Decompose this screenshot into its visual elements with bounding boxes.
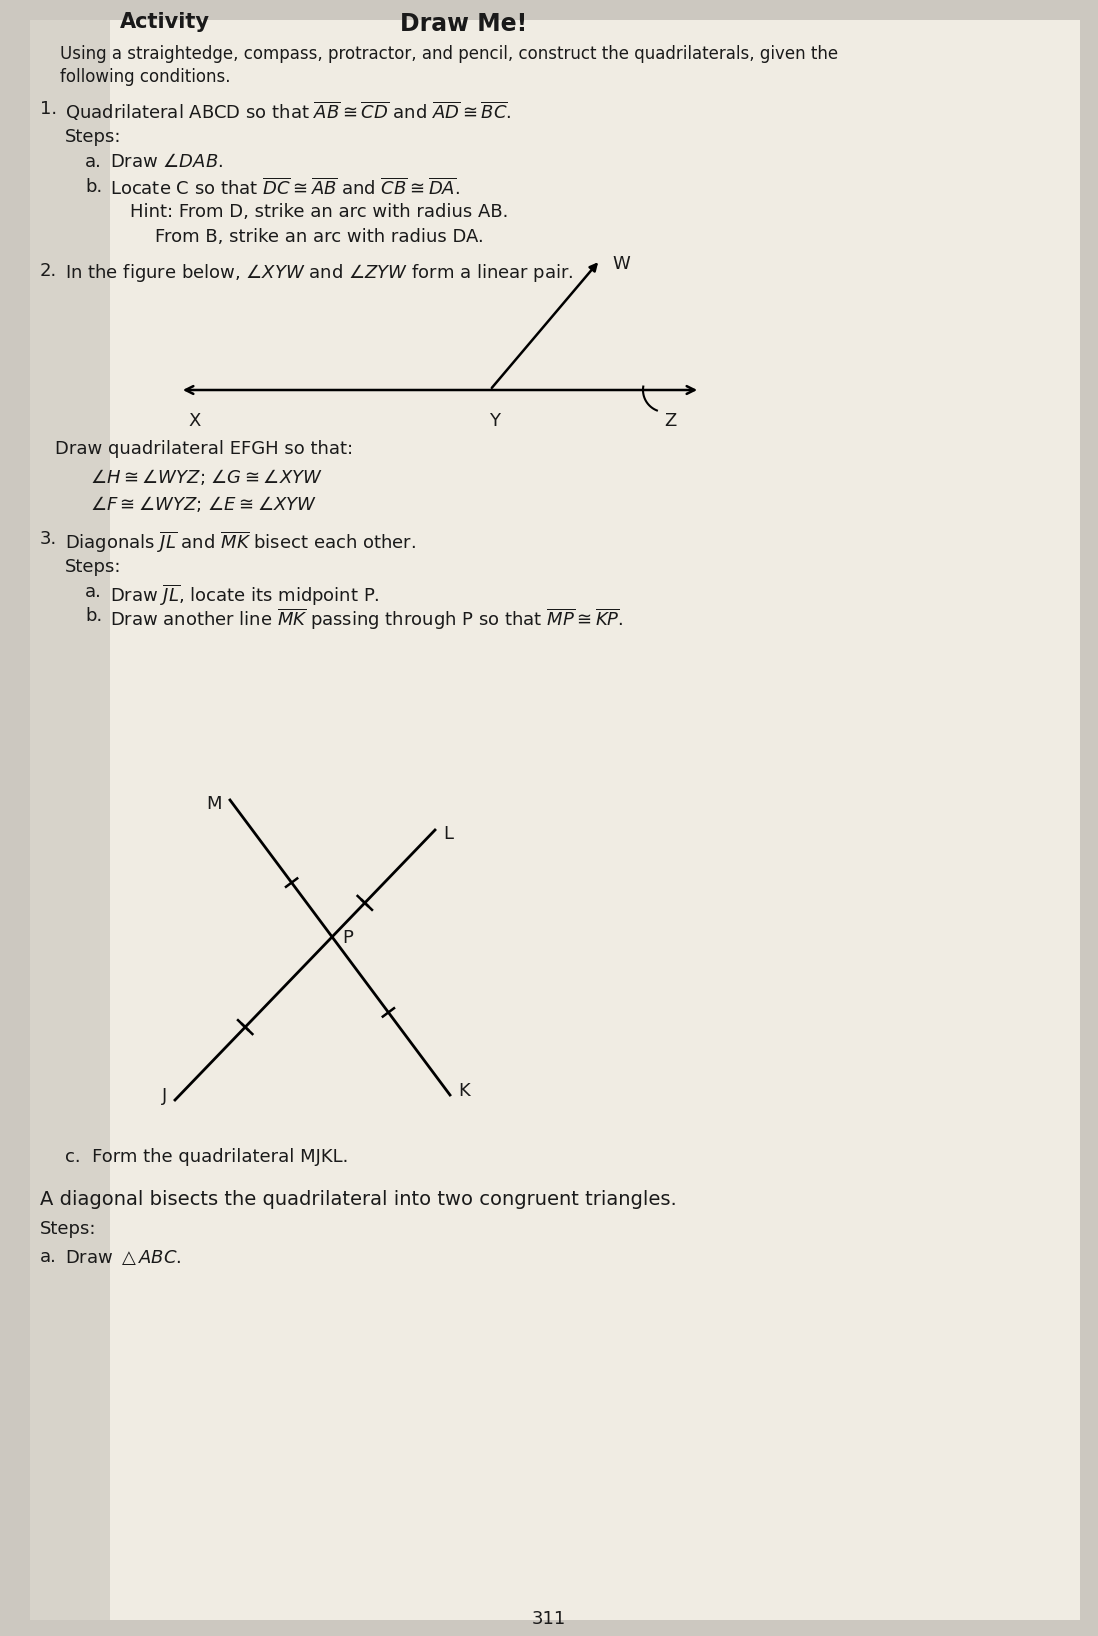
- Text: a.: a.: [40, 1248, 57, 1266]
- Text: Draw $\overline{JL}$, locate its midpoint P.: Draw $\overline{JL}$, locate its midpoin…: [110, 582, 380, 609]
- Text: Locate C so that $\overline{DC} \cong \overline{AB}$ and $\overline{CB} \cong \o: Locate C so that $\overline{DC} \cong \o…: [110, 178, 460, 200]
- Text: From B, strike an arc with radius DA.: From B, strike an arc with radius DA.: [155, 227, 484, 245]
- Text: Draw Me!: Draw Me!: [400, 11, 527, 36]
- Text: $\angle H \cong \angle WYZ$; $\angle G \cong \angle XYW$: $\angle H \cong \angle WYZ$; $\angle G \…: [90, 466, 323, 488]
- Text: Z: Z: [664, 412, 676, 430]
- Polygon shape: [30, 20, 110, 1620]
- Text: J: J: [161, 1086, 167, 1104]
- Text: a.: a.: [85, 582, 102, 600]
- Text: 1.: 1.: [40, 100, 57, 118]
- Text: K: K: [458, 1081, 470, 1099]
- Text: Hint: From D, strike an arc with radius AB.: Hint: From D, strike an arc with radius …: [130, 203, 508, 221]
- Text: Steps:: Steps:: [40, 1220, 97, 1238]
- Text: following conditions.: following conditions.: [60, 69, 231, 87]
- Text: Draw $\angle DAB$.: Draw $\angle DAB$.: [110, 154, 223, 172]
- Text: A diagonal bisects the quadrilateral into two congruent triangles.: A diagonal bisects the quadrilateral int…: [40, 1189, 676, 1209]
- Text: Quadrilateral ABCD so that $\overline{AB} \cong \overline{CD}$ and $\overline{AD: Quadrilateral ABCD so that $\overline{AB…: [65, 100, 512, 123]
- Text: Steps:: Steps:: [65, 558, 122, 576]
- Text: X: X: [189, 412, 201, 430]
- Text: Draw another line $\overline{MK}$ passing through P so that $\overline{MP} \cong: Draw another line $\overline{MK}$ passin…: [110, 607, 624, 633]
- Text: b.: b.: [85, 607, 102, 625]
- Text: $\angle F \cong \angle WYZ$; $\angle E \cong \angle XYW$: $\angle F \cong \angle WYZ$; $\angle E \…: [90, 494, 317, 514]
- Text: P: P: [343, 929, 352, 947]
- Text: 2.: 2.: [40, 262, 57, 280]
- Text: Diagonals $\overline{JL}$ and $\overline{MK}$ bisect each other.: Diagonals $\overline{JL}$ and $\overline…: [65, 530, 416, 556]
- Text: Steps:: Steps:: [65, 128, 122, 146]
- Text: c.  Form the quadrilateral MJKL.: c. Form the quadrilateral MJKL.: [65, 1148, 348, 1166]
- Text: In the figure below, $\angle XYW$ and $\angle ZYW$ form a linear pair.: In the figure below, $\angle XYW$ and $\…: [65, 262, 573, 285]
- Text: Activity: Activity: [120, 11, 210, 33]
- Text: b.: b.: [85, 178, 102, 196]
- Text: L: L: [442, 825, 453, 843]
- Text: 311: 311: [531, 1610, 567, 1628]
- Text: Draw quadrilateral EFGH so that:: Draw quadrilateral EFGH so that:: [55, 440, 354, 458]
- Text: Using a straightedge, compass, protractor, and pencil, construct the quadrilater: Using a straightedge, compass, protracto…: [60, 46, 838, 64]
- Text: 3.: 3.: [40, 530, 57, 548]
- Text: Y: Y: [490, 412, 501, 430]
- Text: a.: a.: [85, 154, 102, 172]
- Text: M: M: [206, 795, 222, 813]
- Text: W: W: [612, 255, 630, 273]
- Text: Draw $\triangle ABC$.: Draw $\triangle ABC$.: [65, 1248, 181, 1266]
